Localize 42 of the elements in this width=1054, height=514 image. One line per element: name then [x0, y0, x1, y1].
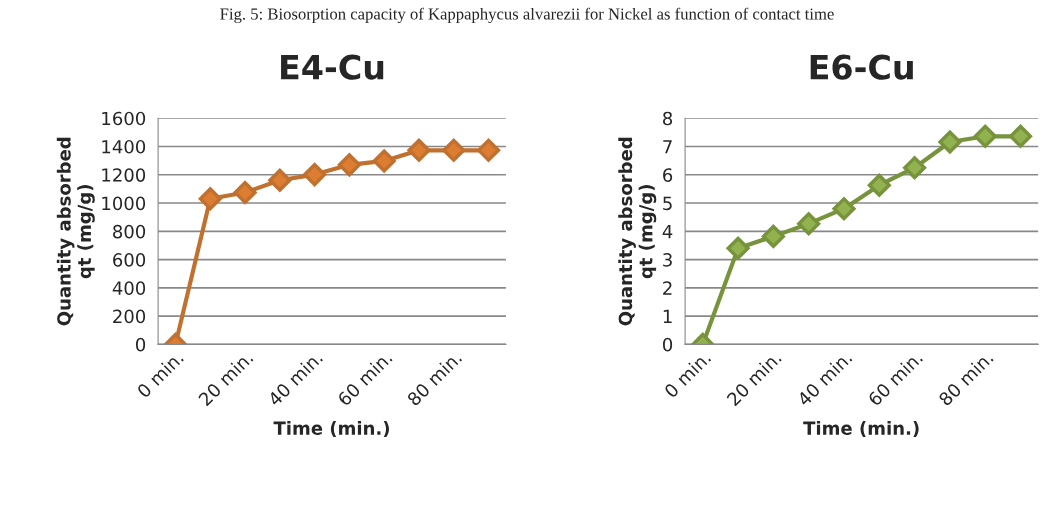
- x-tick-label: 80 min.: [937, 350, 994, 407]
- y-tick-label: 0: [136, 337, 146, 352]
- x-tick-label: 60 min.: [336, 350, 393, 407]
- point: [761, 224, 785, 248]
- x-tick-label: 40 min.: [266, 350, 324, 407]
- x-axis-title: Time (min.): [803, 421, 919, 438]
- point: [973, 124, 997, 148]
- chart-title: E6-Cu: [810, 54, 913, 80]
- y-tick-label: 600: [113, 253, 146, 267]
- point: [726, 236, 750, 260]
- x-tick-label: 80 min.: [406, 350, 463, 407]
- y-tick-label: 5: [663, 196, 672, 211]
- chart-title: E4-Cu: [281, 54, 384, 80]
- x-tick-label: 20 min.: [197, 350, 254, 407]
- y-tick-label: 1600: [102, 111, 146, 126]
- point: [903, 156, 927, 180]
- y-tick-label: 7: [663, 140, 672, 154]
- y-tick-label: 400: [112, 281, 146, 295]
- point: [867, 173, 891, 197]
- y-axis-title: Quantity absorbed qt (mg/g): [618, 137, 657, 326]
- y-tick-label: 2: [663, 281, 672, 295]
- x-tick-label: 40 min.: [796, 350, 853, 407]
- x-axis-title: Time (min.): [273, 421, 389, 438]
- y-tick-label: 200: [113, 309, 146, 324]
- y-tick-label: 1000: [102, 196, 146, 211]
- y-axis-title: Quantity absorbed qt (mg/g): [56, 137, 95, 326]
- x-tick-label: 20 min.: [725, 350, 782, 407]
- point: [938, 130, 962, 154]
- y-tick-label: 1400: [102, 139, 146, 154]
- y-tick-label: 8: [663, 111, 673, 126]
- caption: Fig. 5: Biosorption capacity of Kappaphycus alvarezii for Nickel as function of contact time: [220, 7, 834, 24]
- point: [797, 212, 821, 236]
- y-tick-label: 3: [663, 253, 672, 267]
- point: [1008, 124, 1033, 148]
- x-tick-label: 60 min.: [867, 350, 924, 407]
- point: [832, 197, 856, 221]
- y-tick-label: 6: [663, 168, 673, 182]
- y-tick-label: 800: [113, 224, 146, 239]
- y-tick-label: 0: [663, 337, 673, 352]
- y-tick-label: 4: [662, 225, 673, 239]
- y-tick-label: 1200: [102, 168, 146, 182]
- y-tick-label: 1: [663, 309, 672, 323]
